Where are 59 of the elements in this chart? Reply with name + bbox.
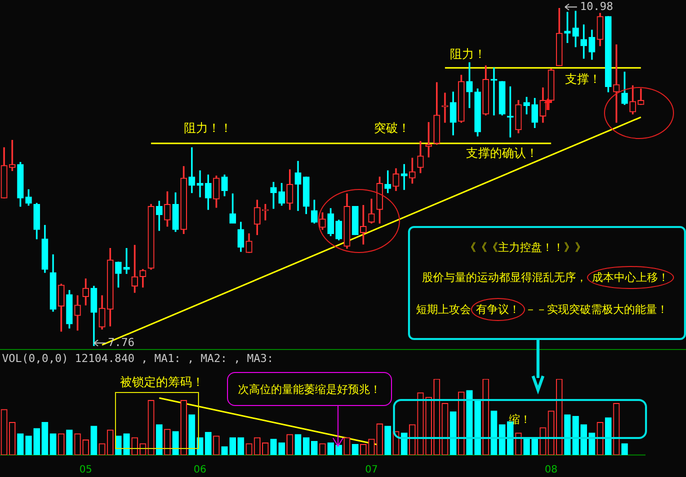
bar [531,437,538,455]
bar [523,437,530,455]
x-tick-label: 05 [79,464,92,476]
bar [123,433,130,455]
bar [66,430,73,455]
bar [204,432,212,455]
annotation: 阻力！！ [184,120,232,137]
annotation: 缩！ [509,412,531,426]
annotation: －－实现突破需极大的能量！ [525,302,668,317]
annotation: 突破！ [374,120,410,137]
bar [172,431,179,455]
x-tick-label: 07 [365,464,378,476]
bar [352,444,358,455]
annotation: 有争议！ [471,298,525,321]
annotation: 10.98 [580,0,614,13]
bar [474,399,481,455]
bar [621,443,628,455]
bar [564,414,571,455]
bar [327,442,334,455]
bar [384,426,392,455]
annotation: 7.76 [108,336,134,349]
bar [498,424,506,455]
candlestick [294,160,302,211]
candlestick [613,44,620,123]
bar [572,416,579,455]
annotation: 阻力！ [450,46,486,63]
bar [604,417,612,455]
bar [466,390,473,455]
text: VOL(0,0,0) 12104.840 , MA1: , MA2: , MA3: [2,352,274,365]
bar [294,434,302,455]
x-tick-label: 08 [544,464,558,476]
bar [42,422,48,455]
bar [588,432,596,455]
annotation: 短期上攻会 [416,302,471,317]
annotation: 次高位的量能萎缩是好预兆！ [238,382,381,396]
annotation: 股价与量的运动都显得混乱无序， [422,270,587,285]
bar [270,438,277,455]
annotation: 被锁定的筹码！ [120,374,204,391]
annotation: 支撑的确认！ [466,145,538,162]
bar [50,433,56,455]
x-tick-label: 06 [194,464,206,476]
bar [188,414,196,455]
bar [229,437,236,455]
bar [25,436,32,455]
annotation: 《《《主力控盘！！》》 [465,241,586,254]
bar [278,442,286,455]
bar [490,410,498,455]
bar [33,428,40,455]
candlestick [270,182,277,209]
bar [156,424,163,455]
annotation: 支撑！ [565,71,601,88]
bar [302,437,310,455]
bar [238,437,244,455]
bar [90,426,98,455]
bar [17,433,24,455]
bar [311,440,318,455]
bar [580,424,588,455]
bar [450,411,456,455]
annotation: 成本中心上移！ [587,266,674,289]
